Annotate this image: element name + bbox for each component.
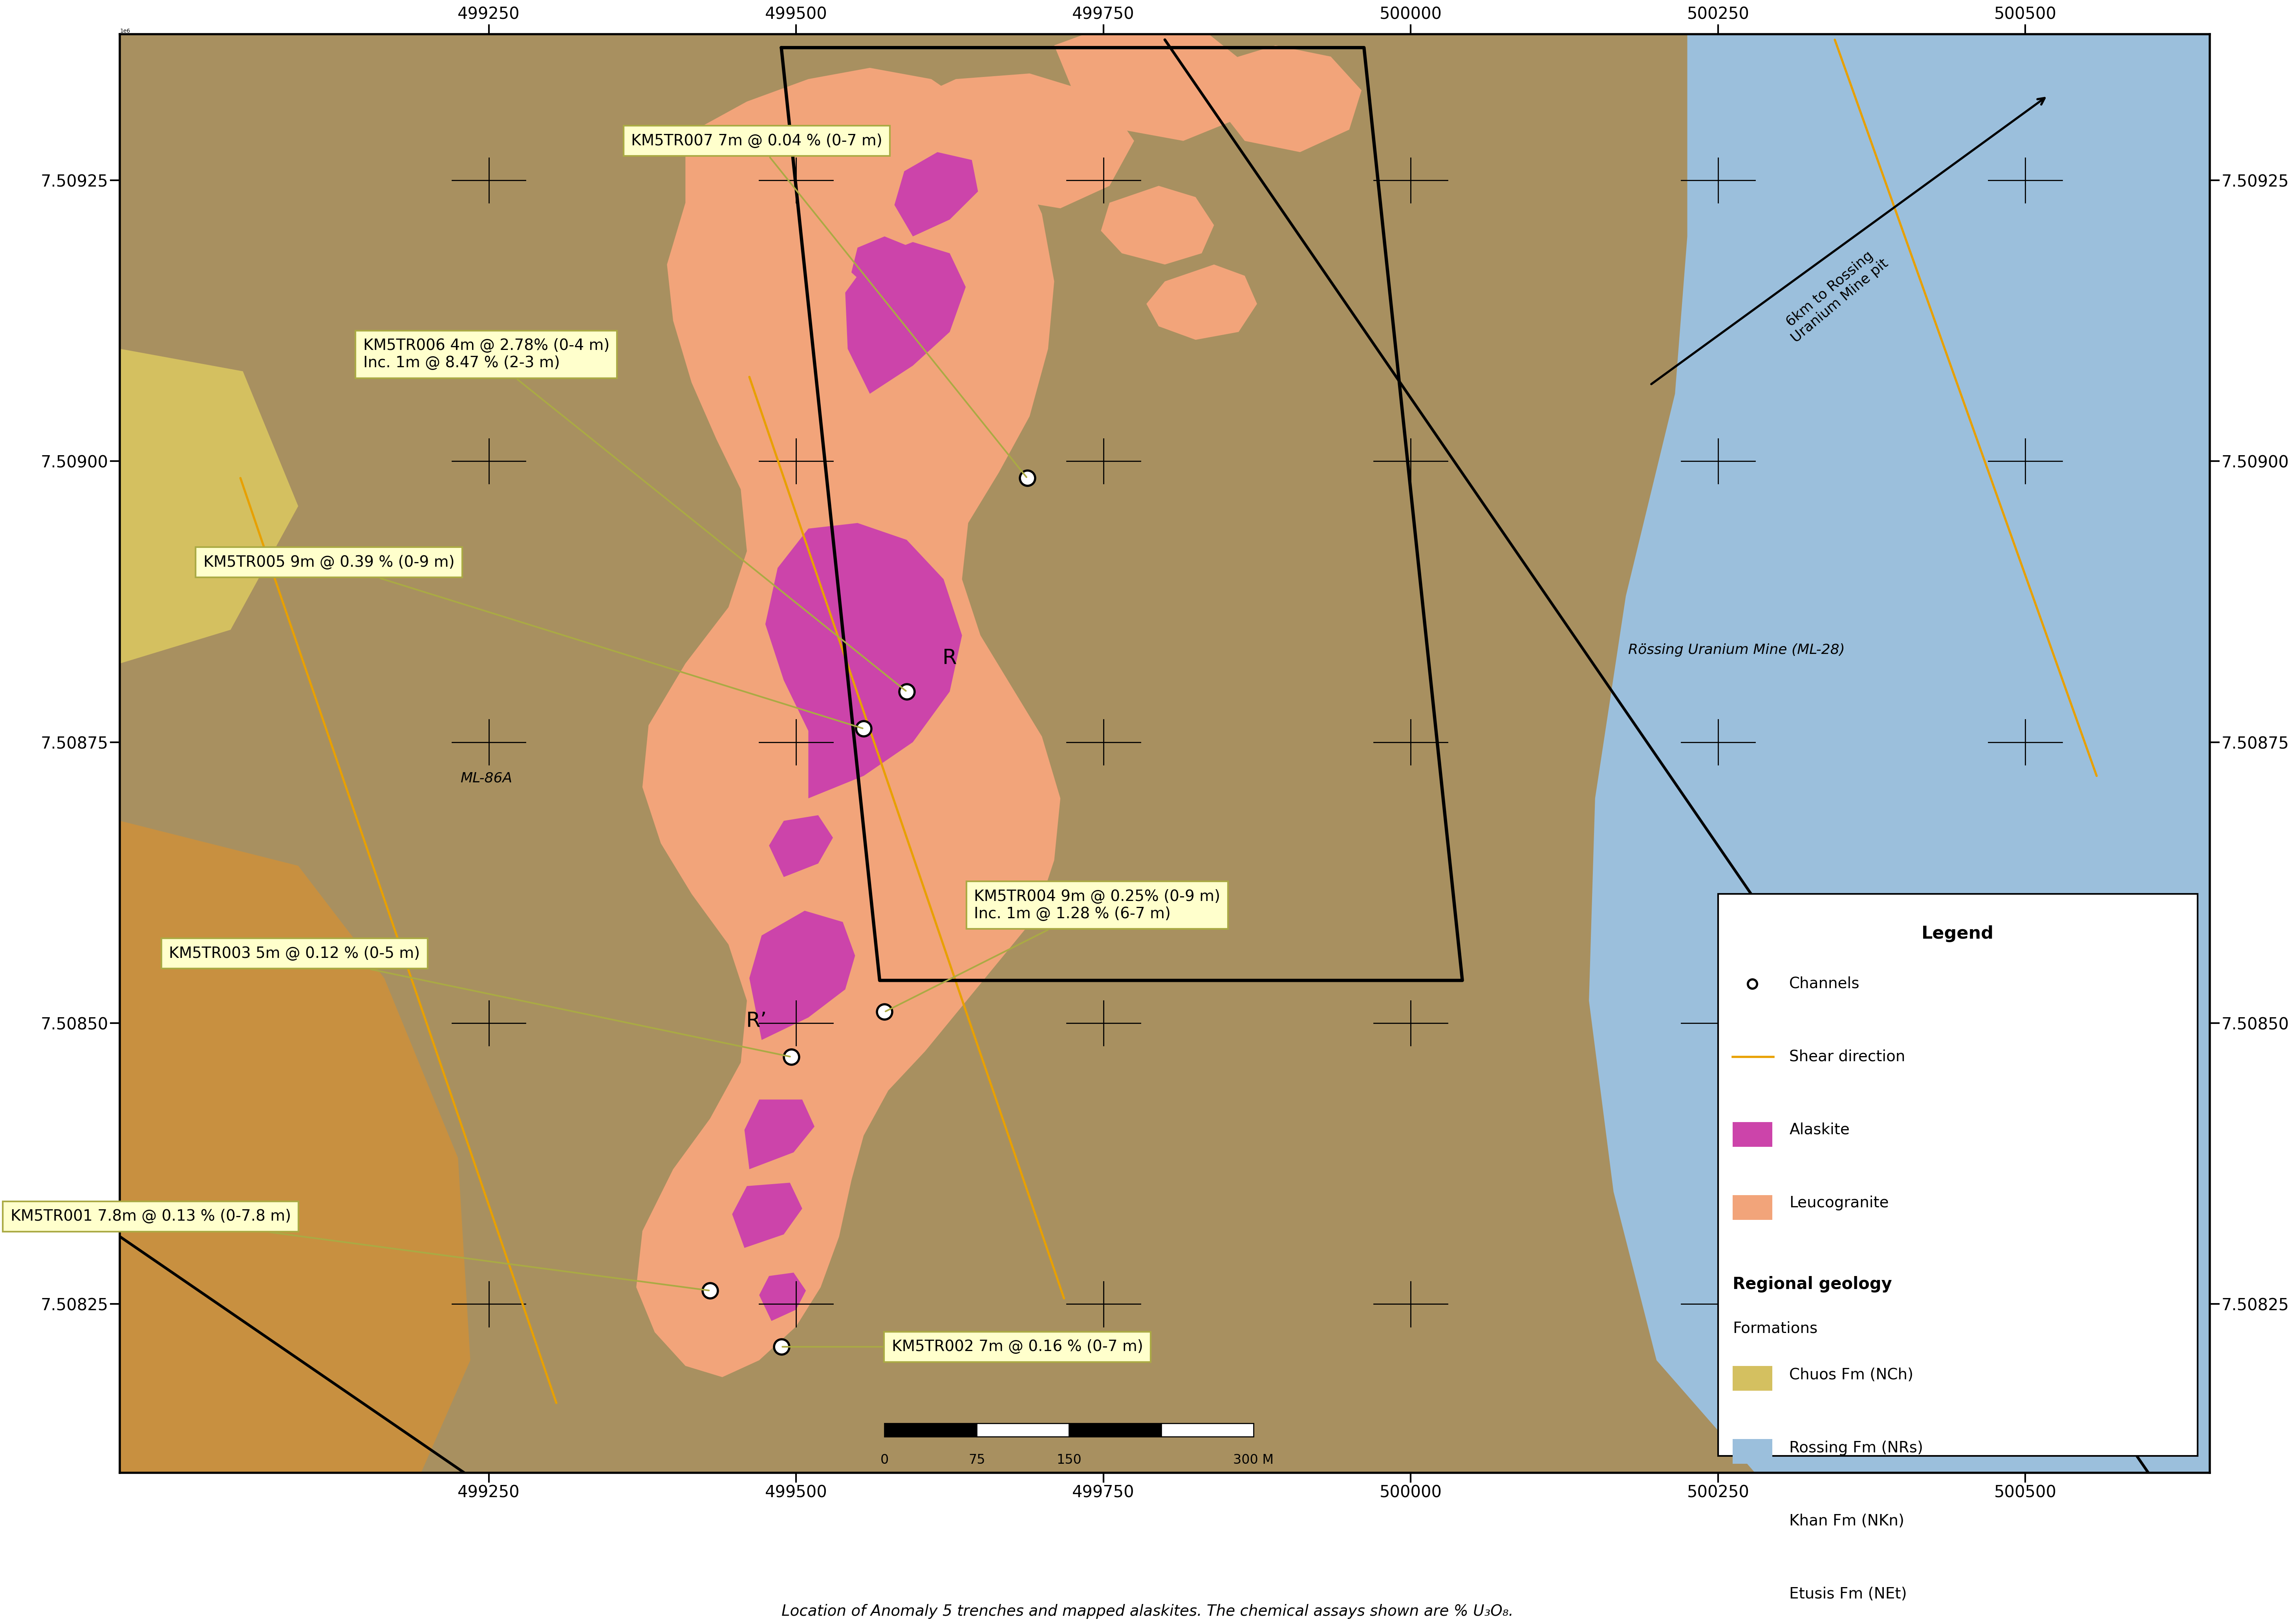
Polygon shape (764, 523, 962, 799)
Polygon shape (1053, 21, 1251, 141)
Text: Shear direction: Shear direction (1790, 1049, 1905, 1064)
Text: 150: 150 (1056, 1453, 1081, 1466)
Polygon shape (769, 815, 833, 877)
Text: KM5TR002 7m @ 0.16 % (0-7 m): KM5TR002 7m @ 0.16 % (0-7 m) (783, 1340, 1143, 1354)
Polygon shape (1102, 185, 1214, 265)
Polygon shape (1148, 265, 1258, 339)
Text: KM5TR001 7.8m @ 0.13 % (0-7.8 m): KM5TR001 7.8m @ 0.13 % (0-7.8 m) (11, 1208, 709, 1291)
Polygon shape (744, 1099, 815, 1169)
Text: Leucogranite: Leucogranite (1790, 1195, 1889, 1210)
Polygon shape (119, 820, 470, 1473)
Polygon shape (636, 68, 1060, 1377)
Bar (1733, 1512, 1772, 1536)
Text: Regional geology: Regional geology (1733, 1276, 1891, 1293)
Polygon shape (851, 237, 907, 287)
Text: KM5TR005 9m @ 0.39 % (0-9 m): KM5TR005 9m @ 0.39 % (0-9 m) (204, 555, 863, 728)
Bar (1733, 1195, 1772, 1220)
Polygon shape (119, 34, 298, 664)
Bar (1719, 893, 2196, 1455)
Text: 75: 75 (968, 1453, 985, 1466)
Text: KM5TR007 7m @ 0.04 % (0-7 m): KM5TR007 7m @ 0.04 % (0-7 m) (631, 133, 1026, 477)
Bar (1069, 1423, 1161, 1437)
Text: Formations: Formations (1733, 1320, 1818, 1337)
Bar (884, 1423, 978, 1437)
Polygon shape (750, 911, 856, 1039)
Polygon shape (895, 153, 978, 237)
Polygon shape (1588, 34, 2210, 1473)
Text: 300 M: 300 M (1232, 1453, 1274, 1466)
Text: R: R (943, 648, 957, 667)
Polygon shape (1214, 45, 1361, 153)
Bar (1161, 1423, 1253, 1437)
Text: Khan Fm (NKn): Khan Fm (NKn) (1790, 1514, 1905, 1528)
Bar (1733, 1439, 1772, 1463)
Polygon shape (845, 242, 966, 393)
Text: Etusis Fm (NEt): Etusis Fm (NEt) (1790, 1587, 1907, 1601)
Text: Rössing Uranium Mine (ML-28): Rössing Uranium Mine (ML-28) (1627, 643, 1845, 656)
Bar (1733, 1366, 1772, 1390)
Bar (1733, 1122, 1772, 1147)
Polygon shape (760, 1273, 806, 1320)
Bar (1733, 1585, 1772, 1609)
Text: Alaskite: Alaskite (1790, 1122, 1850, 1137)
Text: R’: R’ (746, 1010, 767, 1031)
Text: 0: 0 (881, 1453, 888, 1466)
Text: Channels: Channels (1790, 976, 1859, 991)
Text: Location of Anomaly 5 trenches and mapped alaskites. The chemical assays shown a: Location of Anomaly 5 trenches and mappe… (783, 1605, 1512, 1619)
Text: KM5TR004 9m @ 0.25% (0-9 m)
Inc. 1m @ 1.28 % (6-7 m): KM5TR004 9m @ 0.25% (0-9 m) Inc. 1m @ 1.… (886, 888, 1221, 1012)
Text: ML-86A: ML-86A (461, 771, 512, 784)
Text: Chuos Fm (NCh): Chuos Fm (NCh) (1790, 1367, 1914, 1382)
Text: 6km to Rossing
Uranium Mine pit: 6km to Rossing Uranium Mine pit (1779, 245, 1891, 344)
Text: KM5TR006 4m @ 2.78% (0-4 m)
Inc. 1m @ 8.47 % (2-3 m): KM5TR006 4m @ 2.78% (0-4 m) Inc. 1m @ 8.… (363, 338, 907, 690)
Text: Legend: Legend (1921, 926, 1994, 942)
Bar (978, 1423, 1069, 1437)
Polygon shape (881, 73, 1134, 208)
Polygon shape (732, 1182, 803, 1247)
Text: KM5TR003 5m @ 0.12 % (0-5 m): KM5TR003 5m @ 0.12 % (0-5 m) (170, 945, 789, 1057)
Text: Rossing Fm (NRs): Rossing Fm (NRs) (1790, 1440, 1923, 1455)
